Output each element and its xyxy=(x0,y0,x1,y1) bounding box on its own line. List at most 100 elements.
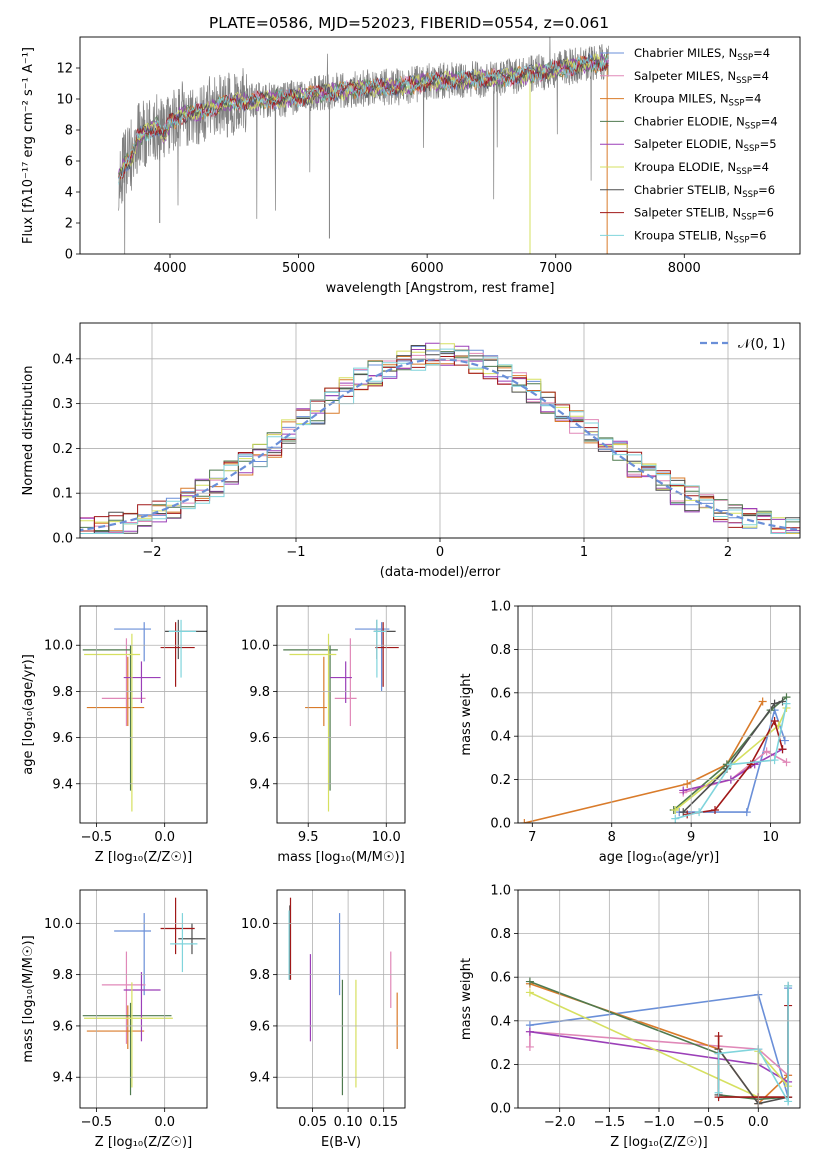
x-axis-label: E(B-V) xyxy=(321,1135,361,1150)
weight-marker xyxy=(782,699,791,708)
weight-line-1 xyxy=(529,1030,789,1076)
legend-label: Chabrier MILES, NSSP=4 xyxy=(634,46,770,63)
y-tick-label: 0.2 xyxy=(490,773,511,788)
weight-marker xyxy=(714,1088,723,1097)
y-tick-label: 6 xyxy=(65,155,73,170)
x-tick-label: 8 xyxy=(608,830,616,845)
y-tick-label: 9.8 xyxy=(52,968,73,983)
y-tick-label: 9.4 xyxy=(52,777,73,792)
weight-marker xyxy=(770,717,779,726)
axes-frame xyxy=(276,605,406,824)
weight-marker xyxy=(679,786,688,795)
y-tick-label: 0.3 xyxy=(52,397,73,412)
y-tick-label: 0.2 xyxy=(490,1058,511,1073)
legend-label-value: =4 xyxy=(744,92,761,106)
errorbar-point xyxy=(375,622,399,687)
legend-label-sub: SSP xyxy=(734,235,750,245)
weight-marker xyxy=(762,747,771,756)
legend-label-main: Salpeter MILES, N xyxy=(634,69,736,83)
x-tick-label: 0.15 xyxy=(369,1115,398,1130)
legend-label-sub: SSP xyxy=(737,53,753,63)
plot-area-age-vs-Z xyxy=(82,619,207,812)
x-tick-label: 2 xyxy=(724,545,732,560)
y-tick-label: 0.0 xyxy=(490,817,511,832)
legend-label-value: =4 xyxy=(752,160,769,174)
y-tick-label: 0.6 xyxy=(490,971,511,986)
y-tick-label: 0.8 xyxy=(490,927,511,942)
weight-line-1 xyxy=(682,750,787,794)
y-tick-label: 0 xyxy=(65,248,73,263)
y-tick-label: 0.6 xyxy=(490,686,511,701)
y-tick-label: 9.4 xyxy=(249,1071,270,1086)
x-tick-label: −2.0 xyxy=(544,1115,576,1130)
weight-marker xyxy=(770,699,779,708)
x-tick-label: 10 xyxy=(762,830,779,845)
y-axis-label: Flux [fλ10⁻¹⁷ erg cm⁻² s⁻¹ A⁻¹] xyxy=(21,47,36,244)
y-tick-label: 10.0 xyxy=(241,917,270,932)
y-tick-label: 10.0 xyxy=(44,917,73,932)
x-axis-label: mass [log₁₀(M/M☉)] xyxy=(277,850,404,865)
x-tick-label: −1.0 xyxy=(643,1115,675,1130)
y-axis-label: Normed distribution xyxy=(21,366,36,496)
weight-marker xyxy=(726,760,735,769)
y-tick-label: 9.6 xyxy=(52,1019,73,1034)
x-axis-label: Z [log₁₀(Z/Z☉)] xyxy=(95,1135,192,1150)
errorbar-point xyxy=(84,982,173,1088)
legend-label-main: Salpeter ELODIE, N xyxy=(634,137,744,151)
x-tick-label: 5000 xyxy=(282,261,315,276)
y-tick-label: 9.8 xyxy=(249,685,270,700)
y-tick-label: 2 xyxy=(65,217,73,232)
errorbar-point xyxy=(101,638,146,727)
x-tick-label: 0.0 xyxy=(154,830,175,845)
y-tick-label: 0.2 xyxy=(52,442,73,457)
legend-label-main: Chabrier STELIB, N xyxy=(634,183,742,197)
axes-frame xyxy=(79,889,208,1109)
plot-area-spectrum xyxy=(118,37,609,254)
y-tick-label: 0.8 xyxy=(490,643,511,658)
y-tick-label: 10.0 xyxy=(44,639,73,654)
y-tick-label: 10.0 xyxy=(241,639,270,654)
weight-marker xyxy=(525,1042,534,1051)
y-tick-label: 0.0 xyxy=(52,532,73,547)
legend-label-sub: SSP xyxy=(745,121,761,131)
x-tick-label: 0.10 xyxy=(334,1115,363,1130)
legend-label-sub: SSP xyxy=(742,190,758,200)
x-tick-label: 0.0 xyxy=(154,1115,175,1130)
y-tick-label: 12 xyxy=(56,62,73,77)
axes-age-vs-Z: −0.5 0.0 9.4 9.6 9.8 10.0 Z [log₁₀(Z/Z☉)] age [… xyxy=(21,605,208,865)
x-tick-label: 6000 xyxy=(411,261,444,276)
x-tick-label: 7 xyxy=(528,830,536,845)
axes-mass-vs-Z: −0.5 0.0 9.4 9.6 9.8 10.0 Z [log₁₀(Z/Z☉)] mass … xyxy=(21,889,208,1150)
weight-marker xyxy=(784,981,793,990)
x-tick-label: 0 xyxy=(436,545,444,560)
chart-title: PLATE=0586, MJD=52023, FIBERID=0554, z=0… xyxy=(209,14,609,32)
axes-frame xyxy=(276,889,406,1109)
weight-marker xyxy=(525,1027,534,1036)
weight-marker xyxy=(671,805,680,814)
weight-marker xyxy=(525,977,534,986)
legend-label-value: =6 xyxy=(749,228,766,242)
x-tick-label: −0.5 xyxy=(693,1115,725,1130)
x-tick-label: 9 xyxy=(687,830,695,845)
axes-age-vs-mass: 9.5 10.0 9.4 9.6 9.8 10.0 mass [log₁₀(M/M☉)] xyxy=(241,605,406,865)
x-tick-label: 9.5 xyxy=(298,830,319,845)
weight-marker xyxy=(525,988,534,997)
legend-label-main: Kroupa ELODIE, N xyxy=(634,160,736,174)
weight-marker xyxy=(780,736,789,745)
residual-hist-8 xyxy=(80,348,800,534)
legend-label-value: =6 xyxy=(757,206,774,220)
y-tick-label: 9.4 xyxy=(249,777,270,792)
legend-label: Chabrier ELODIE, NSSP=4 xyxy=(634,114,778,131)
errorbar-point xyxy=(82,645,132,791)
x-tick-label: 1 xyxy=(580,545,588,560)
legend-label-sub: SSP xyxy=(729,99,745,109)
errorbar-point xyxy=(168,619,197,678)
axes-frame xyxy=(517,889,801,1109)
errorbar-point xyxy=(170,913,198,973)
axes-frame xyxy=(517,605,801,824)
axes-mass-weight-vs-age: 7 8 9 10 0.0 0.2 0.4 0.6 0.8 1.0 age [log₁₀(age/yr… xyxy=(459,600,801,865)
y-tick-label: 4 xyxy=(65,186,73,201)
y-axis-label: mass weight xyxy=(459,673,474,755)
weight-marker xyxy=(671,814,680,823)
